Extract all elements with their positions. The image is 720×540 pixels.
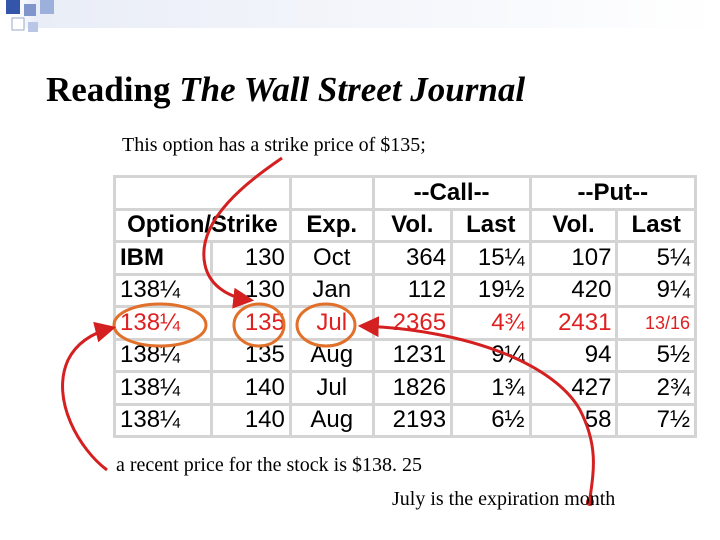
column-header-row: Option/Strike Exp. Vol. Last Vol. Last <box>116 210 694 240</box>
row-put-vol: 107 <box>531 243 616 273</box>
row-call-last: 6½ <box>453 405 529 435</box>
title-italic: The Wall Street Journal <box>179 70 526 109</box>
row-call-vol: 112 <box>374 275 451 305</box>
row-exp: Jan <box>291 275 372 305</box>
table-row: IBM 130 Oct 364 15¼ 107 5¼ <box>116 243 694 273</box>
header-call-vol: Vol. <box>374 210 451 240</box>
row-symbol: 138¼ <box>116 340 211 370</box>
options-table: --Call-- --Put-- Option/Strike Exp. Vol.… <box>113 175 697 438</box>
expiration-month-note: July is the expiration month <box>392 488 616 510</box>
header-option-strike: Option/Strike <box>116 210 289 240</box>
stock-price-note: a recent price for the stock is $138. 25 <box>116 454 423 476</box>
row-strike: 135 <box>213 308 289 338</box>
row-call-last: 15¼ <box>453 243 529 273</box>
title-prefix: Reading <box>46 70 180 109</box>
row-put-last: 7½ <box>618 405 694 435</box>
empty-header-cell <box>116 178 289 208</box>
corner-decoration <box>0 0 720 32</box>
row-symbol: 138¼ <box>116 275 211 305</box>
table-row: 138¼ 140 Jul 1826 1¾ 427 2¾ <box>116 373 694 403</box>
put-group-header: --Put-- <box>531 178 694 208</box>
row-strike: 140 <box>213 405 289 435</box>
row-exp: Jul <box>291 373 372 403</box>
row-symbol: IBM <box>116 243 211 273</box>
row-call-last: 19½ <box>453 275 529 305</box>
row-symbol: 138¼ <box>116 405 211 435</box>
row-put-last: 5½ <box>618 340 694 370</box>
row-put-vol: 94 <box>531 340 616 370</box>
row-put-last: 13/16 <box>618 308 694 338</box>
row-call-vol: 364 <box>374 243 451 273</box>
table-row: 138¼ 130 Jan 112 19½ 420 9¼ <box>116 275 694 305</box>
slide-title: Reading The Wall Street Journal <box>46 70 525 110</box>
row-call-last: 4¾ <box>453 308 529 338</box>
group-header-row: --Call-- --Put-- <box>116 178 694 208</box>
strike-price-note: This option has a strike price of $135; <box>122 134 426 156</box>
highlighted-table-row: 138¼ 135 Jul 2365 4¾ 2431 13/16 <box>116 308 694 338</box>
row-put-last: 9¼ <box>618 275 694 305</box>
row-put-vol: 420 <box>531 275 616 305</box>
row-strike: 130 <box>213 275 289 305</box>
row-strike: 135 <box>213 340 289 370</box>
price-arrow <box>61 321 117 472</box>
row-call-vol: 1231 <box>374 340 451 370</box>
row-call-vol: 2365 <box>374 308 451 338</box>
row-put-vol: 427 <box>531 373 616 403</box>
row-exp: Aug <box>291 405 372 435</box>
header-call-last: Last <box>453 210 529 240</box>
table-row: 138¼ 135 Aug 1231 9¼ 94 5½ <box>116 340 694 370</box>
header-put-last: Last <box>618 210 694 240</box>
row-call-last: 9¼ <box>453 340 529 370</box>
row-strike: 140 <box>213 373 289 403</box>
row-exp: Jul <box>291 308 372 338</box>
row-exp: Oct <box>291 243 372 273</box>
row-put-vol: 2431 <box>531 308 616 338</box>
row-symbol: 138¼ <box>116 373 211 403</box>
row-call-vol: 2193 <box>374 405 451 435</box>
row-put-last: 2¾ <box>618 373 694 403</box>
options-table-container: --Call-- --Put-- Option/Strike Exp. Vol.… <box>113 175 697 438</box>
header-put-vol: Vol. <box>531 210 616 240</box>
header-exp: Exp. <box>291 210 372 240</box>
row-put-vol: 58 <box>531 405 616 435</box>
row-call-vol: 1826 <box>374 373 451 403</box>
row-strike: 130 <box>213 243 289 273</box>
row-symbol: 138¼ <box>116 308 211 338</box>
row-call-last: 1¾ <box>453 373 529 403</box>
call-group-header: --Call-- <box>374 178 529 208</box>
table-row: 138¼ 140 Aug 2193 6½ 58 7½ <box>116 405 694 435</box>
empty-header-cell <box>291 178 372 208</box>
row-put-last: 5¼ <box>618 243 694 273</box>
row-exp: Aug <box>291 340 372 370</box>
